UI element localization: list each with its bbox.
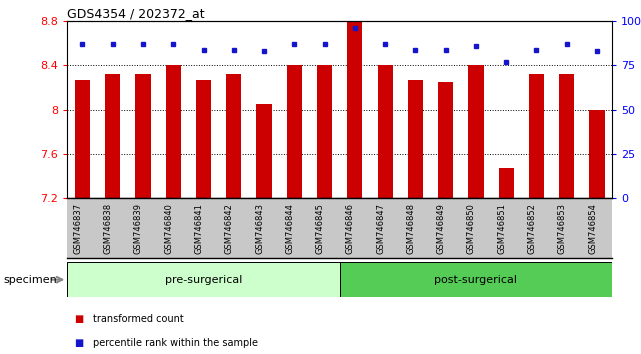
Text: GSM746837: GSM746837 (74, 203, 83, 254)
Bar (226, 74, 242, 198)
Bar (438, 82, 453, 198)
Text: GSM746842: GSM746842 (225, 203, 234, 254)
Text: GSM746853: GSM746853 (558, 203, 567, 254)
Text: GSM746845: GSM746845 (315, 203, 324, 254)
Bar (256, 104, 272, 198)
Bar (529, 74, 544, 198)
Bar (135, 74, 151, 198)
Text: GSM746838: GSM746838 (104, 203, 113, 254)
Bar (469, 65, 483, 198)
Bar (196, 80, 211, 198)
Bar (347, 21, 362, 198)
Text: GDS4354 / 202372_at: GDS4354 / 202372_at (67, 7, 205, 20)
Bar (165, 65, 181, 198)
Text: pre-surgerical: pre-surgerical (165, 275, 242, 285)
Text: percentile rank within the sample: percentile rank within the sample (93, 338, 258, 348)
Text: post-surgerical: post-surgerical (435, 275, 517, 285)
Text: GSM746846: GSM746846 (346, 203, 355, 254)
Text: specimen: specimen (3, 275, 57, 285)
Bar (67, 262, 340, 297)
Bar (499, 169, 514, 198)
Text: GSM746849: GSM746849 (437, 203, 445, 254)
Bar (559, 74, 574, 198)
Bar (408, 80, 423, 198)
Text: GSM746850: GSM746850 (467, 203, 476, 254)
Text: ■: ■ (74, 314, 83, 324)
Text: GSM746847: GSM746847 (376, 203, 385, 254)
Bar (378, 65, 393, 198)
Bar (590, 110, 604, 198)
Text: GSM746848: GSM746848 (406, 203, 415, 254)
Text: GSM746843: GSM746843 (255, 203, 264, 254)
Text: GSM746841: GSM746841 (194, 203, 204, 254)
Bar (75, 80, 90, 198)
Text: GSM746840: GSM746840 (164, 203, 173, 254)
Bar (105, 74, 121, 198)
Bar (340, 262, 612, 297)
Text: transformed count: transformed count (93, 314, 184, 324)
Text: GSM746852: GSM746852 (528, 203, 537, 254)
Text: GSM746839: GSM746839 (134, 203, 143, 254)
Text: ■: ■ (74, 338, 83, 348)
Text: GSM746844: GSM746844 (285, 203, 294, 254)
Text: GSM746851: GSM746851 (497, 203, 506, 254)
Bar (317, 65, 332, 198)
Bar (287, 65, 302, 198)
Text: GSM746854: GSM746854 (588, 203, 597, 254)
